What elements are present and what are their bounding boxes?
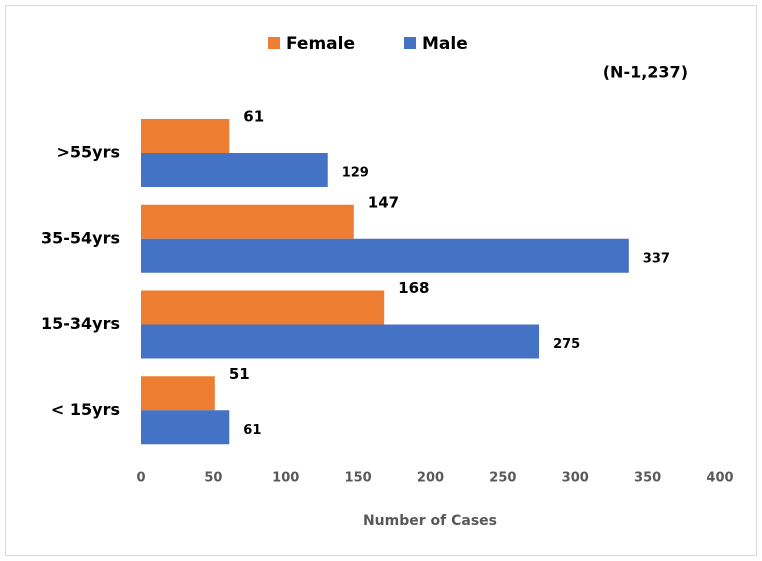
bar <box>141 410 230 445</box>
legend-swatch <box>268 37 280 49</box>
x-tick-label: 300 <box>562 471 589 486</box>
y-tick-label: >55yrs <box>56 143 120 162</box>
y-tick-label: 35-54yrs <box>41 228 120 247</box>
value-label: 129 <box>342 166 369 181</box>
x-tick-label: 250 <box>489 471 516 486</box>
x-tick-label: 400 <box>706 471 733 486</box>
bar <box>141 153 328 187</box>
legend-swatch <box>404 37 416 49</box>
x-tick-label: 350 <box>634 471 661 486</box>
bar <box>141 376 215 411</box>
x-tick-label: 0 <box>136 471 145 486</box>
value-label: 337 <box>643 251 670 266</box>
y-tick-label: 15-34yrs <box>41 314 120 333</box>
bar <box>141 324 540 359</box>
bar <box>141 204 354 239</box>
bar <box>141 238 629 273</box>
value-label: 61 <box>243 423 261 438</box>
value-label: 61 <box>243 108 264 126</box>
value-label: 51 <box>229 365 250 383</box>
annotation: (N-1,237) <box>603 63 688 82</box>
legend-label: Male <box>422 34 468 54</box>
x-tick-label: 150 <box>345 471 372 486</box>
x-tick-label: 200 <box>417 471 444 486</box>
value-label: 275 <box>553 337 580 352</box>
x-axis-label: Number of Cases <box>363 513 497 529</box>
bar <box>141 119 230 153</box>
chart-frame <box>5 5 757 556</box>
y-tick-label: < 15yrs <box>51 400 120 419</box>
x-tick-label: 100 <box>272 471 299 486</box>
value-label: 168 <box>398 279 429 297</box>
x-tick-label: 50 <box>204 471 222 486</box>
value-label: 147 <box>368 193 399 211</box>
legend-label: Female <box>286 34 355 54</box>
bar <box>141 290 385 325</box>
